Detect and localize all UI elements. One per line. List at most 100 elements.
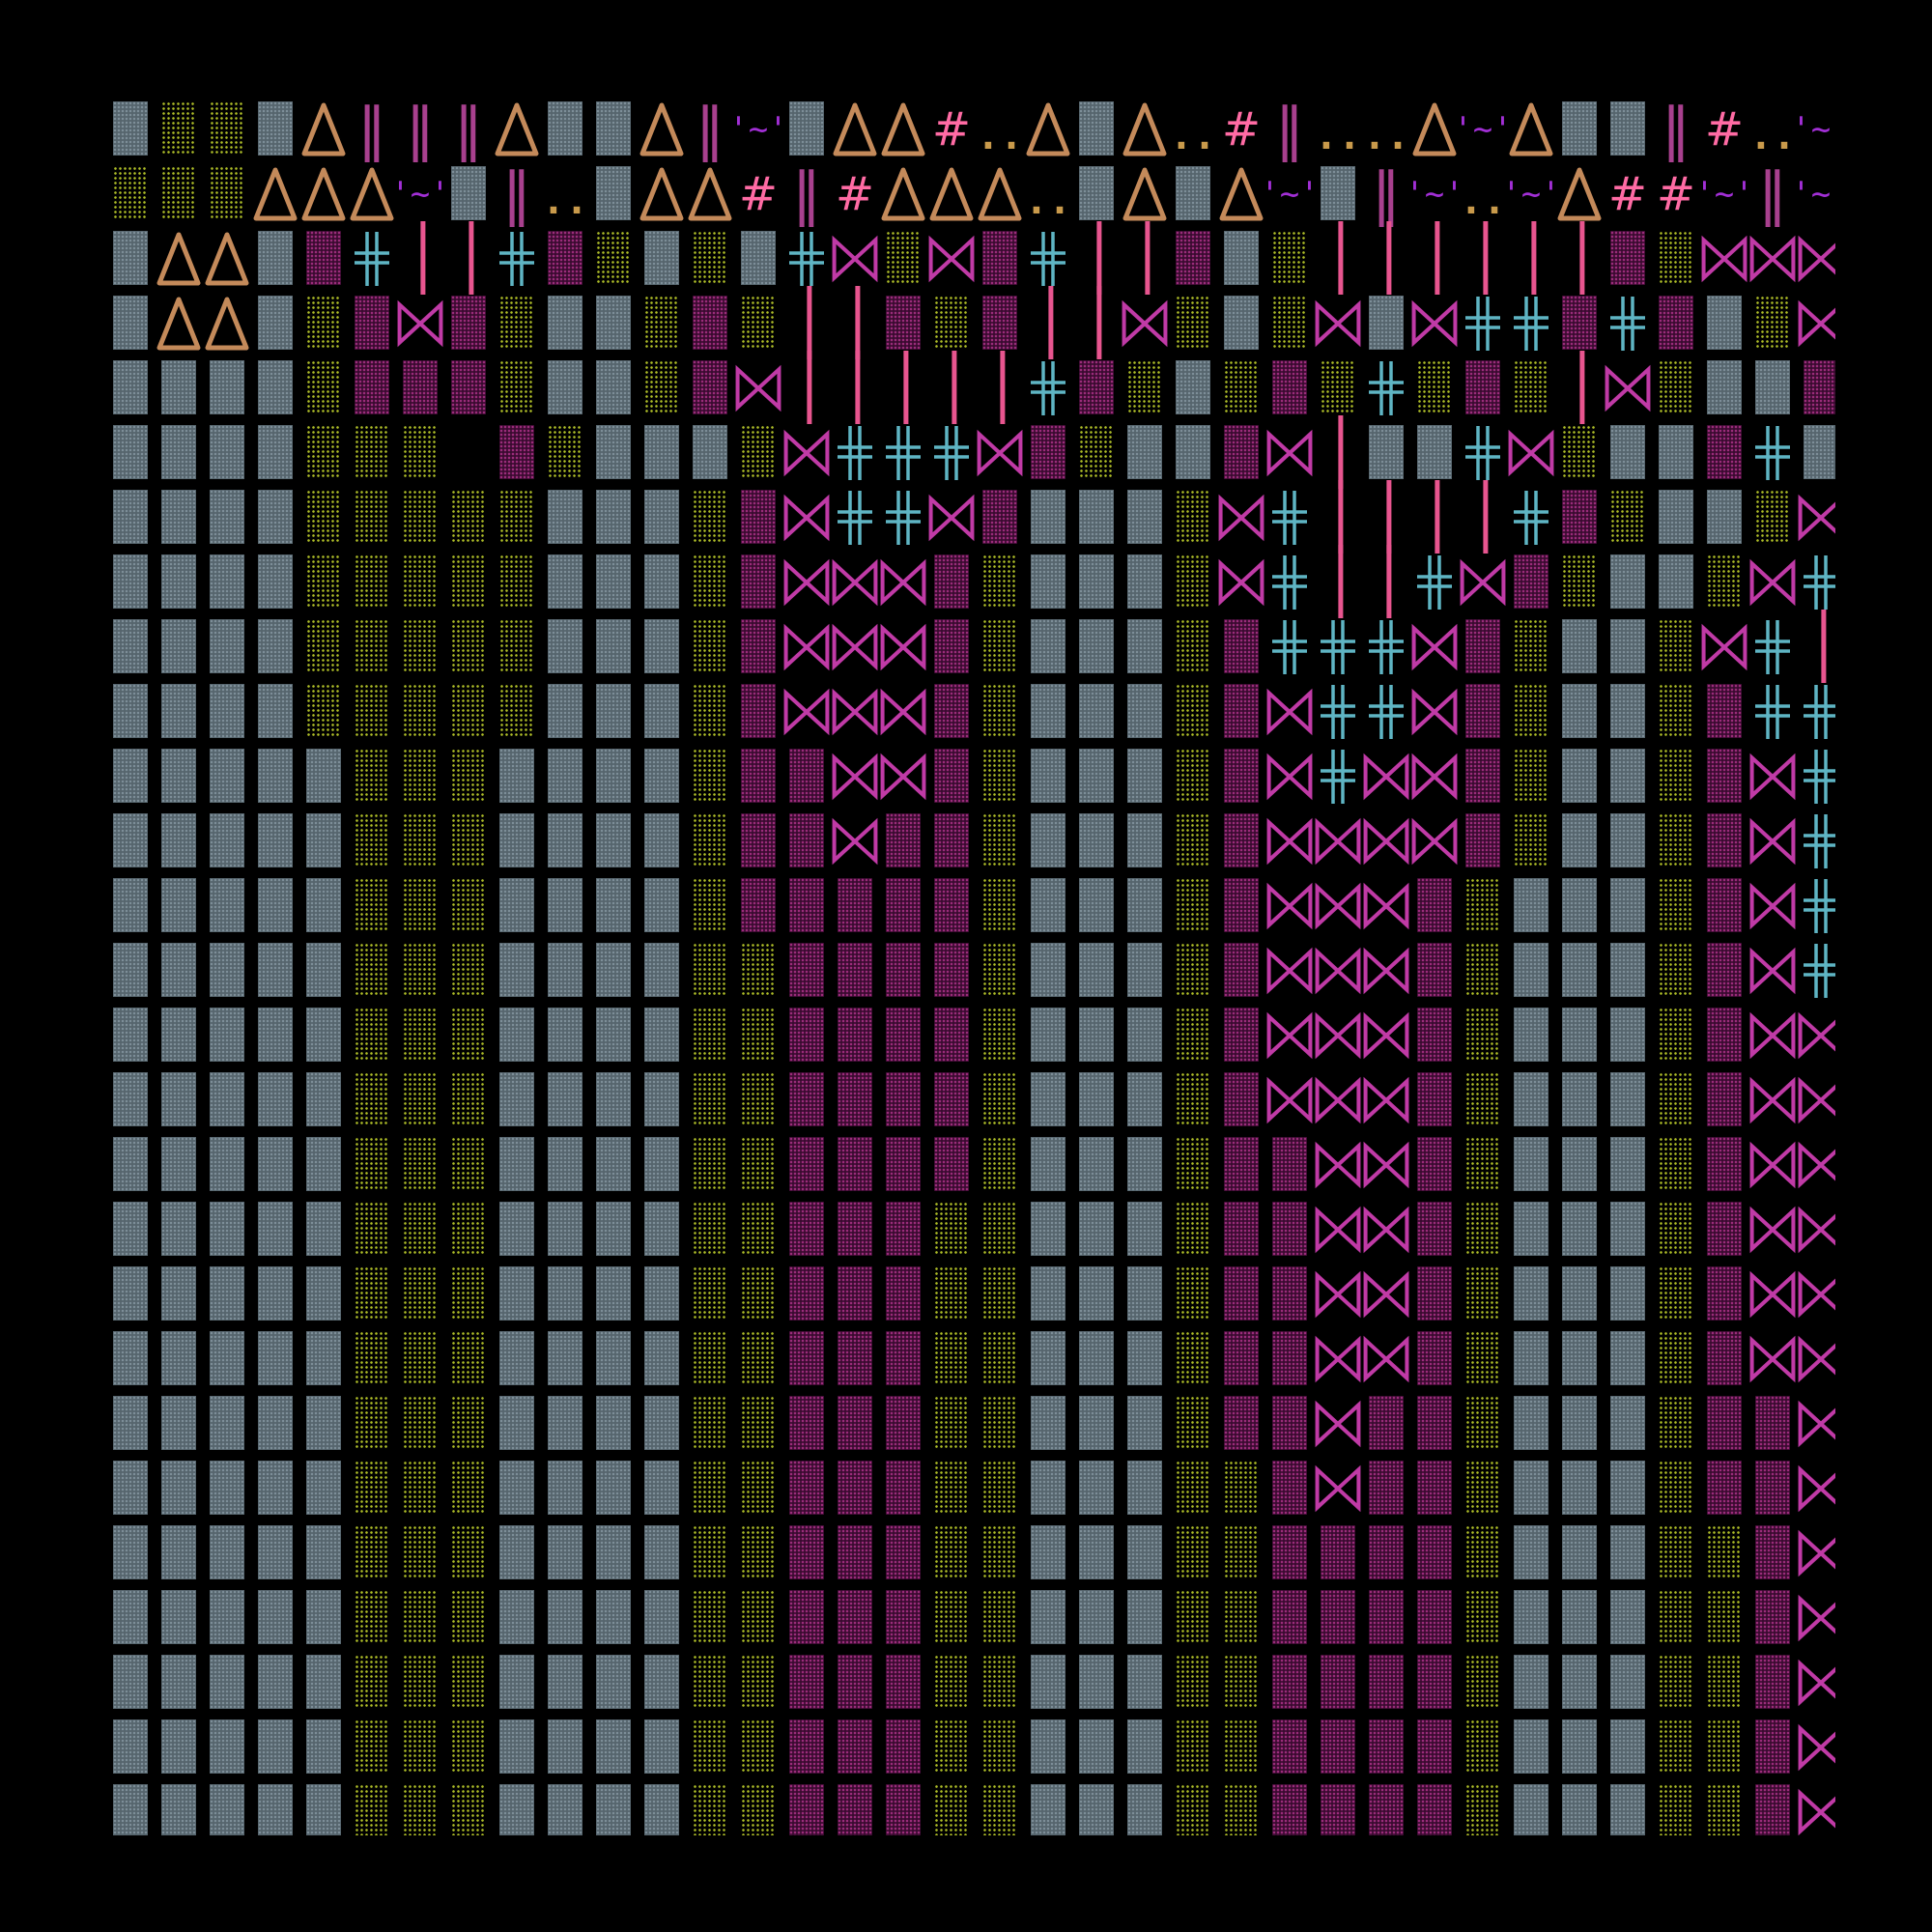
- magenta-floor-tile: [789, 1396, 824, 1450]
- grass-floor-tile: [403, 1590, 438, 1644]
- grass-floor-tile: [741, 1202, 776, 1256]
- grass-floor-tile: [1465, 1590, 1500, 1644]
- stone-wall-tile: [1127, 1461, 1162, 1515]
- stone-wall-tile: [596, 1525, 631, 1579]
- stone-wall-tile: [1659, 490, 1693, 544]
- dots-icon: ..: [1024, 179, 1072, 223]
- bowtie-icon: [831, 679, 879, 744]
- grass-floor-tile: [982, 619, 1017, 673]
- grass-floor-tile: [1176, 813, 1210, 867]
- tilde-icon: '~': [1405, 174, 1464, 213]
- stone-wall-tile: [596, 425, 631, 479]
- stone-wall-tile: [306, 1461, 341, 1515]
- mountain-icon: [1121, 161, 1169, 226]
- bowtie-icon: [976, 420, 1024, 485]
- stone-wall-tile: [1610, 1137, 1645, 1191]
- bowtie-icon: [1265, 1067, 1314, 1132]
- bowtie-icon: [1217, 485, 1265, 550]
- stone-wall-tile: [1127, 619, 1162, 673]
- grass-floor-tile: [886, 231, 921, 285]
- grass-floor-tile: [1465, 1008, 1500, 1062]
- bowtie-icon: [1362, 1262, 1410, 1326]
- cross-icon: [1748, 420, 1797, 485]
- magenta-floor-tile: [1272, 1590, 1307, 1644]
- magenta-floor-tile: [1755, 1525, 1790, 1579]
- magenta-floor-tile: [1417, 943, 1452, 997]
- grass-floor-tile: [693, 1331, 727, 1385]
- magenta-floor-tile: [1417, 1461, 1452, 1515]
- cross-icon: [1024, 226, 1072, 291]
- grass-floor-tile: [982, 813, 1017, 867]
- stone-wall-tile: [548, 490, 582, 544]
- stone-wall-tile: [161, 1655, 196, 1709]
- game-map[interactable]: ‖‖‖‖'~'#....#‖....'~'‖#..'~''~'‖..#‖#..'…: [106, 97, 1835, 1835]
- stone-wall-tile: [1127, 1590, 1162, 1644]
- grass-floor-tile: [306, 490, 341, 544]
- grass-floor-tile: [982, 1655, 1017, 1709]
- bowtie-icon: [1797, 1715, 1835, 1779]
- stone-wall-tile: [1514, 1784, 1548, 1835]
- mountain-icon: [1555, 161, 1604, 226]
- magenta-floor-tile: [934, 684, 969, 738]
- magenta-floor-tile: [1224, 813, 1259, 867]
- stone-wall-tile: [1079, 943, 1114, 997]
- tilde-icon: '~': [1501, 174, 1561, 213]
- magenta-floor-tile: [886, 943, 921, 997]
- grass-floor-tile: [1079, 425, 1114, 479]
- magenta-floor-tile: [886, 1525, 921, 1579]
- grass-floor-tile: [1417, 360, 1452, 414]
- stone-wall-tile: [596, 1396, 631, 1450]
- grass-floor-tile: [1176, 1784, 1210, 1835]
- stone-wall-tile: [1031, 878, 1065, 932]
- magenta-floor-tile: [1465, 684, 1500, 738]
- stone-wall-tile: [161, 1072, 196, 1126]
- stone-wall-tile: [644, 684, 679, 738]
- magenta-floor-tile: [934, 1072, 969, 1126]
- magenta-floor-tile: [1224, 1266, 1259, 1321]
- magenta-floor-tile: [934, 1137, 969, 1191]
- magenta-floor-tile: [886, 1331, 921, 1385]
- grass-floor-tile: [355, 619, 389, 673]
- stone-wall-tile: [1079, 878, 1114, 932]
- pipe-icon: │: [838, 287, 877, 359]
- grass-floor-tile: [982, 1072, 1017, 1126]
- stone-wall-tile: [1514, 1719, 1548, 1774]
- magenta-floor-tile: [1755, 1461, 1790, 1515]
- grass-floor-tile: [499, 296, 534, 350]
- cross-icon: [1507, 291, 1555, 355]
- stone-wall-tile: [1514, 1655, 1548, 1709]
- grass-floor-tile: [451, 1072, 486, 1126]
- stone-wall-tile: [161, 1202, 196, 1256]
- stone-wall-tile: [258, 1008, 293, 1062]
- grass-floor-tile: [451, 749, 486, 803]
- cross-icon: [1459, 291, 1507, 355]
- stone-wall-tile: [1127, 1202, 1162, 1256]
- stone-wall-tile: [161, 1266, 196, 1321]
- grass-floor-tile: [355, 1590, 389, 1644]
- stone-wall-tile: [1514, 1525, 1548, 1579]
- grass-floor-tile: [403, 619, 438, 673]
- stone-wall-tile: [306, 1784, 341, 1835]
- magenta-floor-tile: [789, 1202, 824, 1256]
- magenta-floor-tile: [1369, 1396, 1404, 1450]
- magenta-floor-tile: [1417, 1590, 1452, 1644]
- stone-wall-tile: [548, 878, 582, 932]
- magenta-floor-tile: [789, 1072, 824, 1126]
- stone-wall-tile: [1079, 1461, 1114, 1515]
- stone-wall-tile: [1514, 1331, 1548, 1385]
- pipe-icon: │: [1321, 481, 1360, 554]
- stone-wall-tile: [1031, 1590, 1065, 1644]
- stone-wall-tile: [596, 1331, 631, 1385]
- grass-floor-tile: [741, 1590, 776, 1644]
- stone-wall-tile: [210, 1590, 244, 1644]
- grass-floor-tile: [451, 943, 486, 997]
- stone-wall-tile: [161, 943, 196, 997]
- grass-floor-tile: [644, 296, 679, 350]
- magenta-floor-tile: [1224, 425, 1259, 479]
- bowtie-icon: [831, 744, 879, 809]
- bowtie-icon: [1121, 291, 1169, 355]
- stone-wall-tile: [258, 554, 293, 609]
- grass-floor-tile: [355, 425, 389, 479]
- grass-floor-tile: [1659, 943, 1693, 997]
- cross-icon: [1362, 679, 1410, 744]
